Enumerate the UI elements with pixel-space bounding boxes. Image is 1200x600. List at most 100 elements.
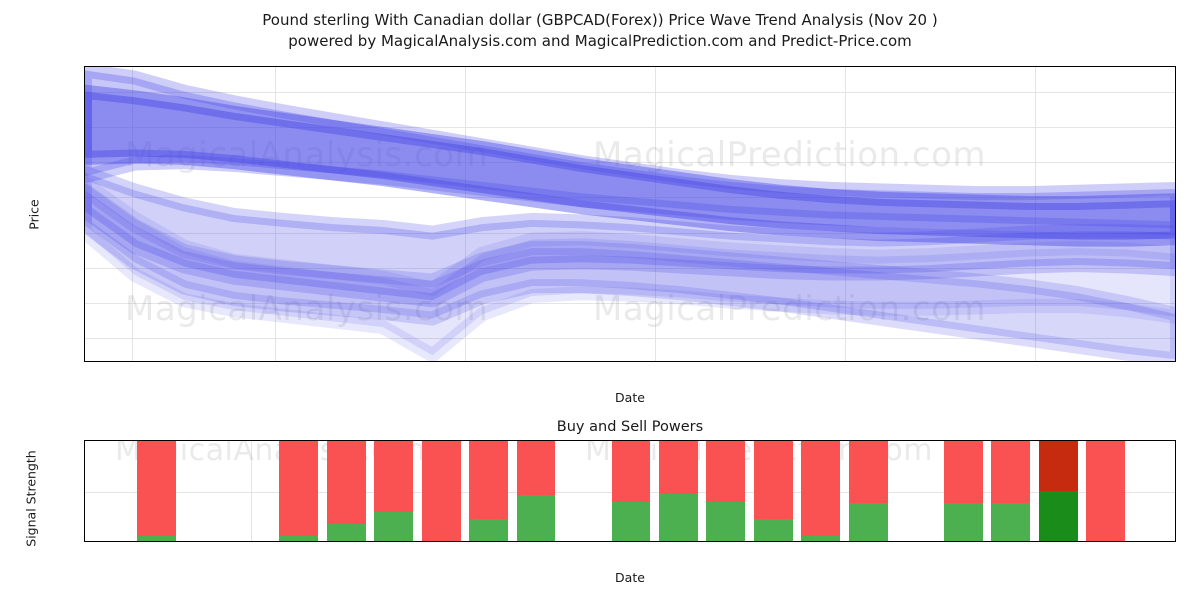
price-gridline-h <box>85 126 1175 128</box>
price-gridline-v <box>844 67 846 361</box>
price-x-axis-label-holder: Date <box>84 390 1176 405</box>
price-x-tick-label: 2025-11-01 <box>239 361 312 362</box>
wave-band-band-lower-faint <box>85 176 1175 361</box>
price-y-tick-mark <box>84 91 85 92</box>
sell-power-segment <box>136 441 176 536</box>
signal-bar <box>279 441 319 541</box>
power-x-tick-label: 2025-11-05 <box>405 541 478 542</box>
wave-band-band-mid <box>85 165 1175 308</box>
price-x-tick-mark <box>274 361 275 362</box>
power-x-tick-mark <box>441 541 442 542</box>
buy-power-segment <box>659 494 698 541</box>
price-gridline-h <box>85 303 1175 305</box>
price-x-tick-mark <box>132 361 133 362</box>
signal-bar <box>659 441 698 541</box>
price-x-tick-label: 2025-11-09 <box>618 361 691 362</box>
price-x-tick-label: 2025-10-29 <box>96 361 169 362</box>
signal-bar <box>326 441 366 541</box>
price-gridline-v <box>464 67 466 361</box>
price-wave-bands <box>85 67 1175 361</box>
buy-power-segment <box>326 523 366 541</box>
power-x-tick-label: 2025-11-09 <box>595 541 668 542</box>
price-gridline-h <box>85 91 1175 93</box>
price-gridline-v <box>1034 67 1036 361</box>
figure-title-line-2: powered by MagicalAnalysis.com and Magic… <box>288 32 912 50</box>
sell-power-segment <box>706 441 746 503</box>
price-y-tick-mark <box>84 197 85 198</box>
buy-sell-powers-title: Buy and Sell Powers <box>556 419 704 435</box>
price-y-tick-mark <box>84 338 85 339</box>
sell-power-segment <box>516 441 556 496</box>
price-gridline-h <box>85 232 1175 234</box>
power-x-tick-label: 2025-11-01 <box>215 541 288 542</box>
price-gridline-h <box>85 197 1175 199</box>
power-x-tick-mark <box>1010 541 1011 542</box>
sell-power-segment <box>991 441 1031 504</box>
wave-band-band-core-dark <box>85 84 1175 247</box>
power-x-tick-mark <box>820 541 821 542</box>
price-x-tick-mark <box>654 361 655 362</box>
wave-band-band-tail-descending <box>85 183 1175 361</box>
buy-power-segment <box>516 495 556 541</box>
sell-power-segment <box>469 441 509 519</box>
price-y-tick-mark <box>84 232 85 233</box>
power-y-tick-mark <box>84 491 85 492</box>
buy-power-segment <box>374 512 414 541</box>
signal-bar <box>516 441 556 541</box>
buy-power-segment <box>469 518 509 541</box>
sell-power-segment <box>279 441 319 536</box>
power-gridline-v <box>251 441 253 541</box>
power-y-tick-mark <box>84 440 85 441</box>
power-x-tick-label: 2025-11-17 <box>974 541 1047 542</box>
price-gridline-v <box>132 67 134 361</box>
price-x-tick-label: 2025-11-17 <box>998 361 1071 362</box>
signal-bar <box>1086 441 1126 541</box>
buy-power-segment <box>1038 491 1078 541</box>
buy-power-segment <box>706 502 746 541</box>
price-gridline-h <box>85 338 1175 340</box>
buy-power-segment <box>848 503 888 541</box>
signal-bar <box>706 441 746 541</box>
price-y-tick-mark <box>84 303 85 304</box>
buy-power-segment <box>801 535 841 541</box>
sell-power-segment <box>753 441 793 519</box>
buy-power-segment <box>279 535 319 541</box>
sell-power-segment <box>326 441 366 524</box>
price-x-tick-mark <box>844 361 845 362</box>
signal-bar <box>801 441 841 541</box>
buy-sell-powers-axes: MagicalAnalysis.comMagicalPrediction.com… <box>84 440 1176 542</box>
power-y-axis-label: Signal Strength <box>23 450 39 547</box>
power-x-tick-mark <box>251 541 252 542</box>
signal-bar <box>136 441 176 541</box>
power-x-tick-label: 2025-11-13 <box>785 541 858 542</box>
sell-power-segment <box>421 441 461 541</box>
sell-power-segment <box>1038 441 1078 492</box>
price-gridline-v <box>274 67 276 361</box>
signal-bar <box>943 441 983 541</box>
price-gridline-h <box>85 162 1175 164</box>
buy-power-segment <box>943 503 983 541</box>
price-y-tick-mark <box>84 267 85 268</box>
signal-bar <box>848 441 888 541</box>
signal-bar <box>1038 441 1078 541</box>
buy-power-segment <box>611 502 651 541</box>
sell-power-segment <box>943 441 983 504</box>
sell-power-segment <box>611 441 651 503</box>
price-x-tick-label: 2025-11-05 <box>428 361 501 362</box>
buy-power-segment <box>136 535 176 541</box>
figure-title: Pound sterling With Canadian dollar (GBP… <box>0 10 1200 52</box>
signal-bar <box>611 441 651 541</box>
price-x-tick-mark <box>464 361 465 362</box>
sell-power-segment <box>1086 441 1126 541</box>
buy-power-segment <box>991 503 1031 541</box>
power-x-axis-label-holder: Date <box>84 570 1176 585</box>
signal-bar <box>991 441 1031 541</box>
price-y-axis-label: Price <box>26 199 42 230</box>
buy-power-segment <box>753 518 793 541</box>
price-x-tick-label: 2025-11-13 <box>808 361 881 362</box>
sell-power-segment <box>801 441 841 536</box>
signal-bar <box>469 441 509 541</box>
price-x-tick-mark <box>1034 361 1035 362</box>
price-gridline-v <box>654 67 656 361</box>
